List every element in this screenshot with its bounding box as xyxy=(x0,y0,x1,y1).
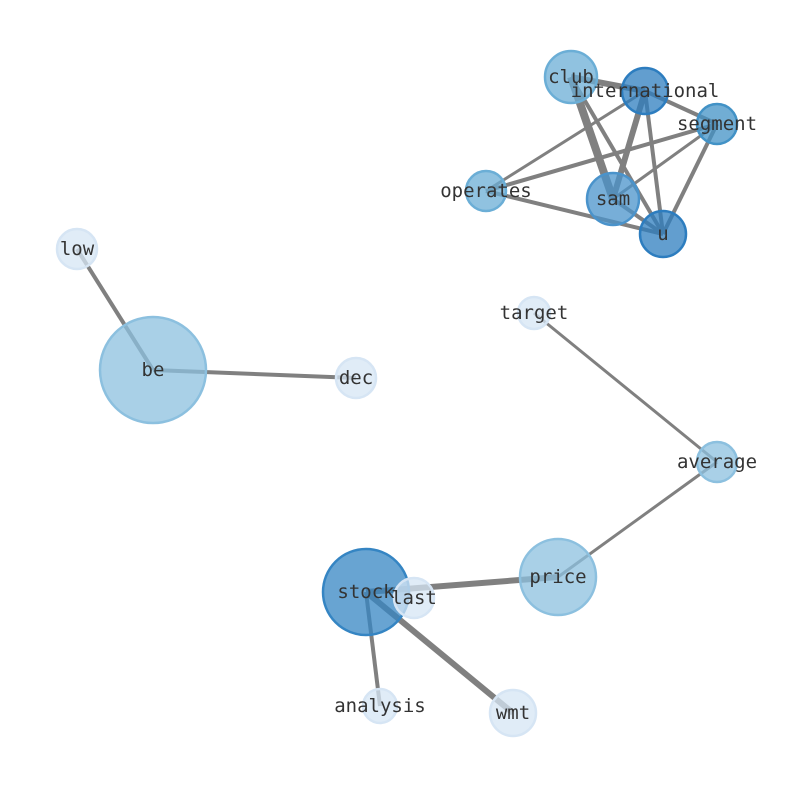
node-label-international: international xyxy=(571,80,720,102)
node-be xyxy=(98,315,208,425)
node-label-wmt: wmt xyxy=(496,702,530,724)
node-sam xyxy=(585,171,641,227)
node-dec xyxy=(334,356,378,400)
node-label-low: low xyxy=(60,238,95,260)
edge-segment-operates xyxy=(485,122,718,193)
node-label-u: u xyxy=(657,223,668,245)
node-label-dec: dec xyxy=(339,367,373,389)
node-club xyxy=(543,49,599,105)
edge-international-operates xyxy=(485,89,646,193)
node-average xyxy=(695,440,739,484)
node-low xyxy=(55,227,99,271)
node-label-be: be xyxy=(142,359,165,381)
node-analysis xyxy=(361,687,399,725)
node-international xyxy=(620,66,670,116)
node-label-last: last xyxy=(391,587,437,609)
node-label-analysis: analysis xyxy=(334,695,426,717)
node-segment xyxy=(695,102,739,146)
node-label-sam: sam xyxy=(596,188,630,210)
node-operates xyxy=(464,169,508,213)
edge-operates-u xyxy=(485,189,664,236)
node-target xyxy=(516,295,552,331)
edge-club-u xyxy=(569,75,665,236)
node-label-stock: stock xyxy=(337,581,395,603)
node-label-segment: segment xyxy=(677,113,757,135)
nodes xyxy=(55,49,739,738)
node-last xyxy=(392,576,436,620)
node-label-club: club xyxy=(548,66,594,88)
node-label-target: target xyxy=(500,302,569,324)
node-u xyxy=(638,209,688,259)
edge-target-average xyxy=(533,311,718,464)
node-label-price: price xyxy=(529,566,586,588)
node-wmt xyxy=(488,688,538,738)
node-price xyxy=(518,537,598,617)
node-label-operates: operates xyxy=(440,180,532,202)
node-label-average: average xyxy=(677,451,757,473)
